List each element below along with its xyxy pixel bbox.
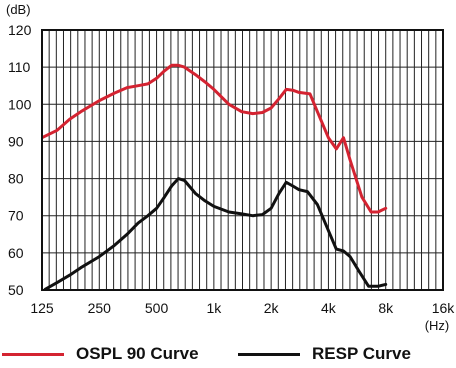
y-axis-ticks: 50 60 70 80 90 100 110 120 — [8, 22, 32, 298]
legend-item-ospl: OSPL 90 Curve — [2, 340, 199, 368]
x-tick-label: 1k — [206, 300, 222, 316]
legend-label-ospl: OSPL 90 Curve — [76, 344, 199, 363]
y-tick-label: 110 — [8, 59, 31, 75]
x-tick-label: 16k — [432, 300, 456, 316]
y-tick-label: 70 — [8, 208, 24, 224]
y-tick-label: 60 — [8, 245, 24, 261]
x-axis-ticks: 125 250 500 1k 2k 4k 8k 16k — [30, 300, 455, 316]
series-line-0 — [42, 63, 388, 214]
y-tick-label: 80 — [8, 171, 24, 187]
legend-item-resp: RESP Curve — [238, 340, 411, 368]
series-layer — [42, 63, 388, 290]
chart-svg: 50 60 70 80 90 100 110 120 125 250 500 1k 2k 4k 8k 16k… — [6, 2, 455, 333]
x-tick-label: 4k — [321, 300, 337, 316]
plot-frame — [41, 29, 444, 291]
legend-swatch-resp — [238, 352, 300, 356]
x-tick-label: 250 — [88, 300, 112, 316]
y-tick-label: 50 — [8, 282, 24, 298]
y-tick-label: 100 — [8, 96, 32, 112]
legend-label-resp: RESP Curve — [312, 344, 411, 363]
x-tick-label: 500 — [145, 300, 169, 316]
x-tick-label: 2k — [264, 300, 280, 316]
x-axis-unit: (Hz) — [425, 318, 450, 333]
x-tick-label: 125 — [30, 300, 54, 316]
grid-lines — [42, 30, 443, 290]
chart-legend: OSPL 90 Curve RESP Curve — [0, 340, 456, 368]
x-tick-label: 8k — [378, 300, 394, 316]
y-axis-unit: (dB) — [6, 2, 31, 17]
y-tick-label: 120 — [8, 22, 32, 38]
y-tick-label: 90 — [8, 133, 24, 149]
legend-swatch-ospl — [2, 352, 64, 356]
series-line-1 — [43, 177, 388, 290]
